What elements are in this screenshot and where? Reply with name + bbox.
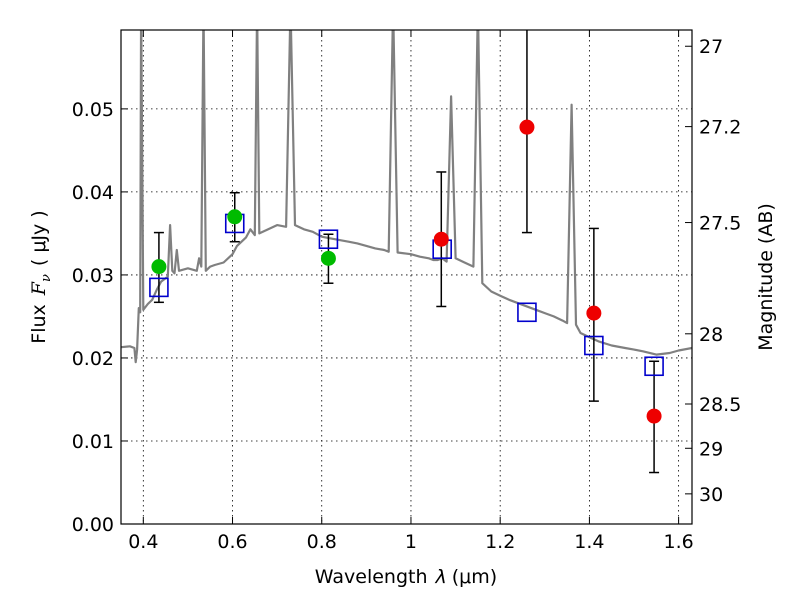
magnitude-tick-label: 27.2 — [699, 117, 741, 139]
x-tick-label: 1 — [405, 531, 417, 553]
x-tick-label: 0.4 — [128, 531, 158, 553]
x-tick-label: 0.6 — [217, 531, 247, 553]
grid-lines — [121, 30, 692, 525]
photometry-markers — [149, 119, 664, 424]
magnitude-axis-title: Magnitude (AB) — [755, 203, 777, 351]
y-tick-label: 0.05 — [72, 99, 114, 121]
magnitude-tick-label: 30 — [699, 484, 723, 506]
magnitude-tick-label: 27 — [699, 36, 723, 58]
magnitude-axis-ticks: 27 27.2 27.5 28 28.5 29 30 — [685, 36, 741, 506]
observed-photometry-point — [227, 209, 243, 225]
observed-photometry-point — [519, 119, 535, 135]
observed-photometry-point — [320, 250, 336, 266]
y-tick-label: 0.04 — [72, 182, 114, 204]
spectrum-series — [121, 30, 692, 364]
y-axis-ticks: 0.00 0.01 0.02 0.03 0.04 0.05 — [72, 99, 128, 536]
magnitude-tick-label: 29 — [699, 438, 723, 460]
x-tick-label: 1.2 — [485, 531, 515, 553]
observed-photometry-point — [646, 408, 662, 424]
observed-photometry-point — [151, 259, 167, 275]
error-bars — [153, 30, 660, 474]
y-tick-label: 0.02 — [72, 348, 114, 370]
model-photometry-square — [318, 229, 339, 250]
observed-photometry-point — [433, 231, 449, 247]
y-tick-label: 0.00 — [72, 514, 114, 536]
model-photometry-square — [149, 277, 169, 298]
plot-frame — [120, 29, 693, 525]
x-tick-label: 1.6 — [664, 531, 694, 553]
model-photometry-square — [644, 356, 664, 377]
magnitude-tick-label: 28.5 — [699, 394, 741, 416]
y-tick-label: 0.01 — [72, 431, 114, 453]
x-tick-label: 1.4 — [574, 531, 604, 553]
model-photometry-square — [584, 335, 604, 356]
model-photometry-square — [517, 302, 537, 323]
magnitude-tick-label: 27.5 — [699, 213, 741, 235]
spectrum-line — [121, 30, 692, 364]
x-axis-ticks: 0.4 0.6 0.8 1 1.2 1.4 1.6 — [128, 30, 694, 553]
observed-photometry-point — [586, 305, 602, 321]
magnitude-tick-label: 28 — [699, 324, 723, 346]
y-tick-label: 0.03 — [72, 265, 114, 287]
x-tick-label: 0.8 — [307, 531, 337, 553]
y-axis-title: FluxFν( μJy ) — [28, 210, 54, 343]
x-axis-title: Wavelength λ (μm) — [315, 566, 497, 588]
